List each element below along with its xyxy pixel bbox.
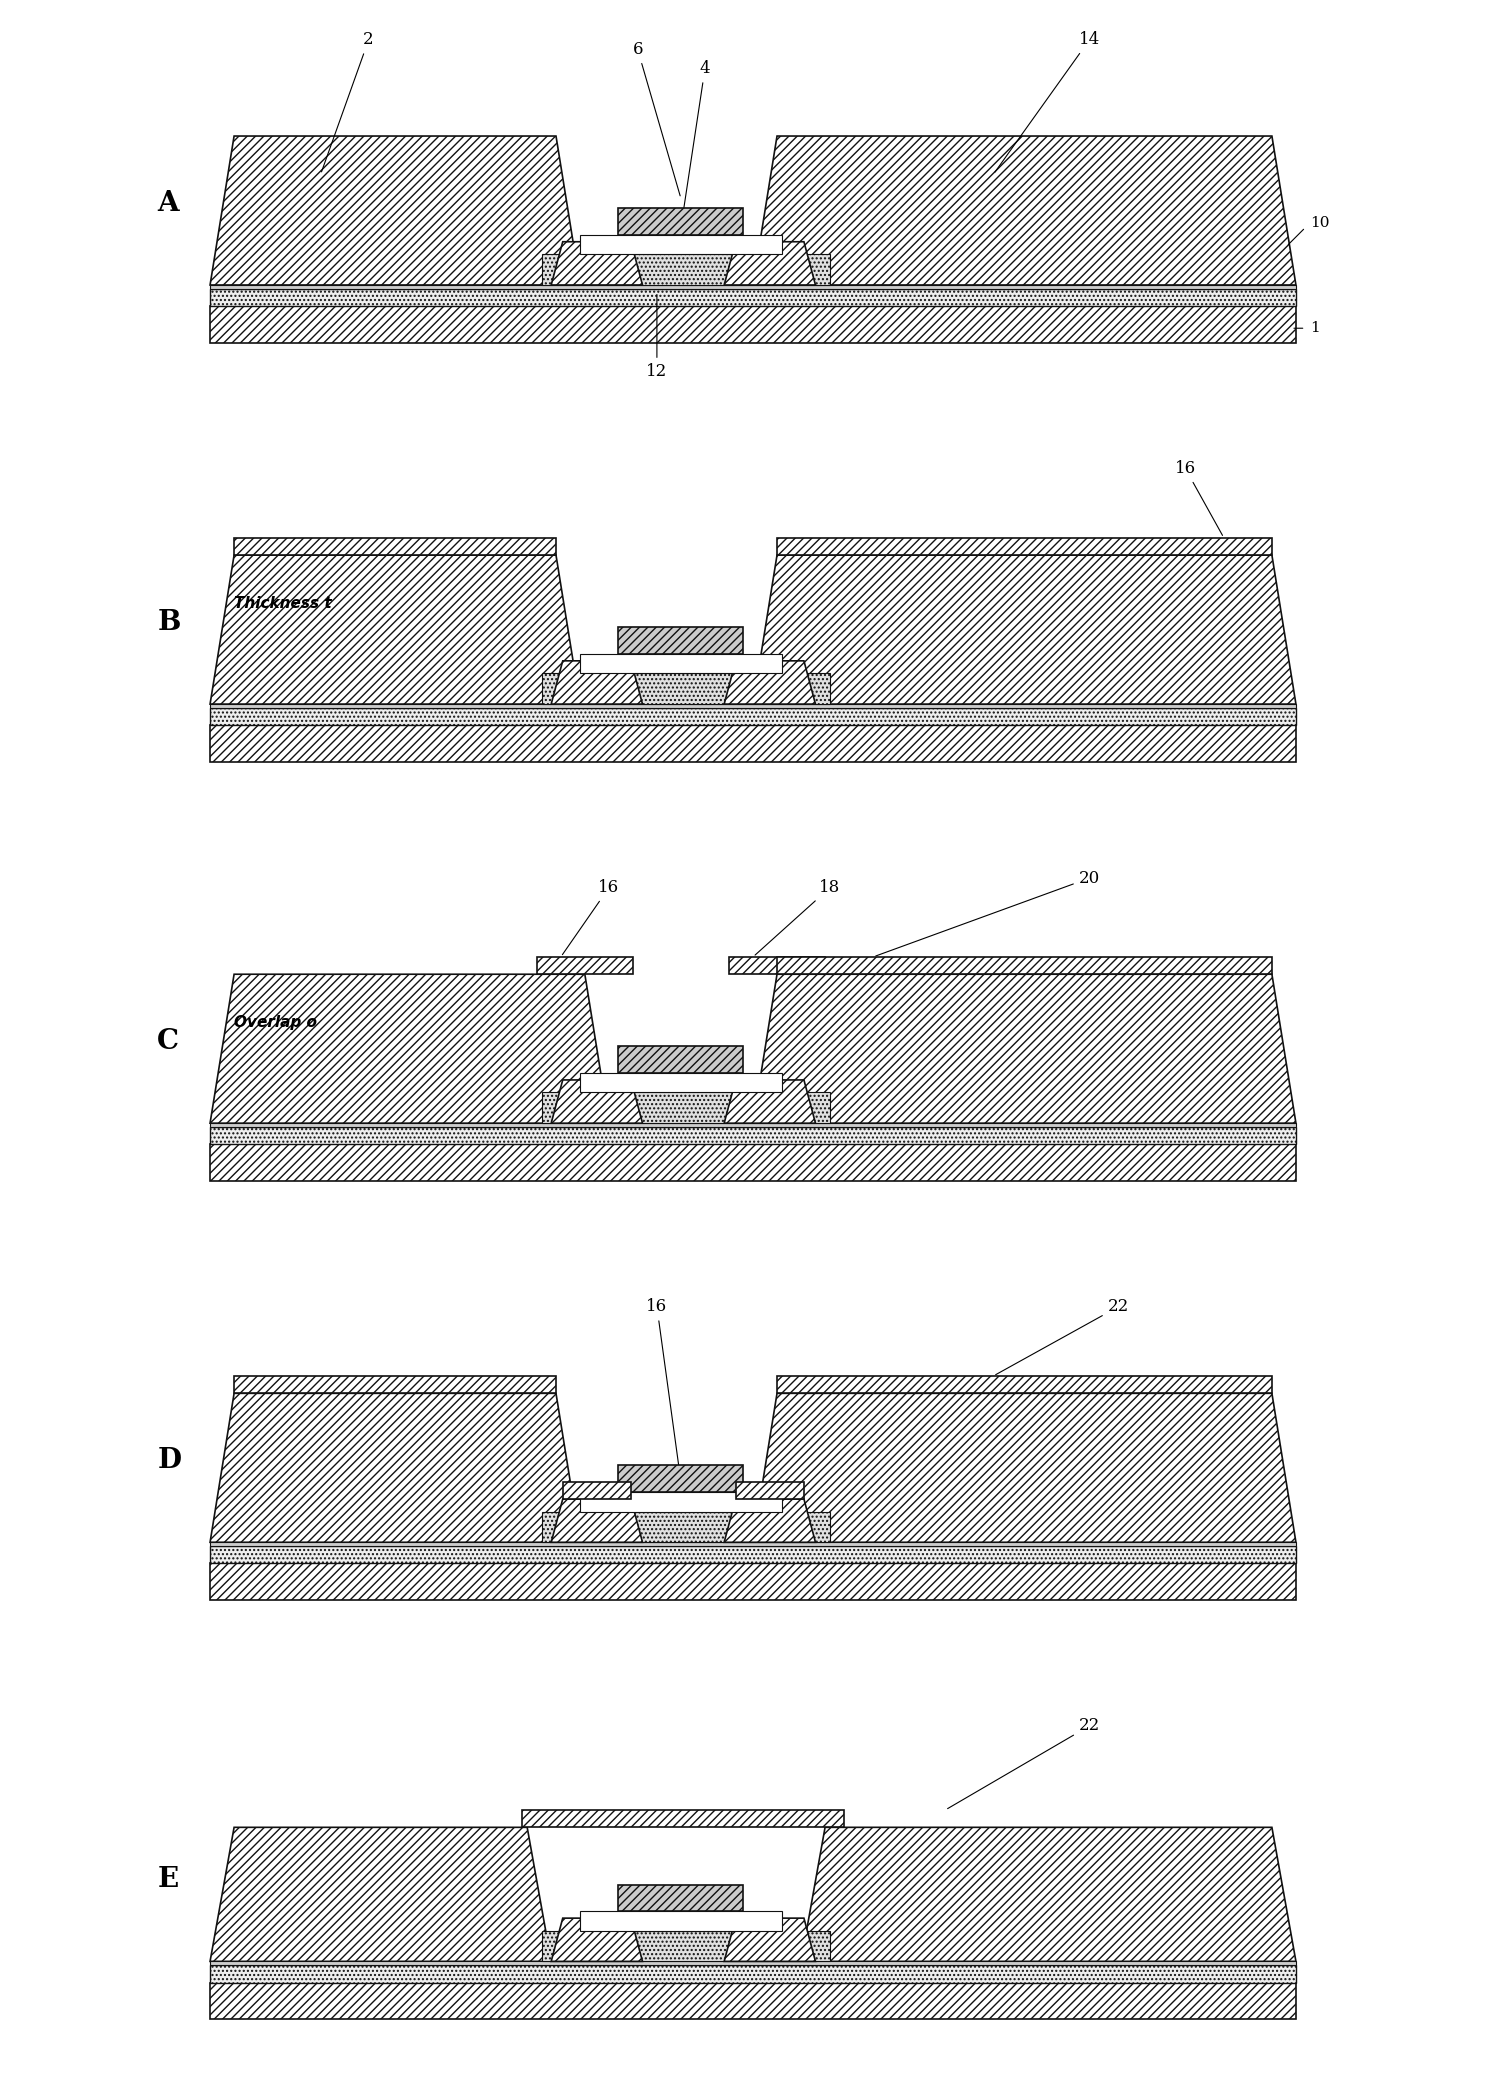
Polygon shape: [209, 1546, 1297, 1564]
Polygon shape: [233, 537, 556, 556]
Polygon shape: [551, 242, 643, 285]
Polygon shape: [209, 708, 1297, 725]
Polygon shape: [724, 660, 815, 704]
Polygon shape: [580, 235, 782, 254]
Polygon shape: [209, 1541, 1297, 1546]
Polygon shape: [777, 537, 1273, 556]
Polygon shape: [209, 1144, 1297, 1181]
Polygon shape: [619, 1885, 744, 1912]
Polygon shape: [209, 290, 1297, 306]
Polygon shape: [209, 285, 1297, 290]
Text: B: B: [157, 608, 181, 635]
Polygon shape: [619, 1046, 744, 1073]
Polygon shape: [209, 135, 580, 285]
Polygon shape: [551, 660, 643, 704]
Polygon shape: [542, 254, 830, 285]
Polygon shape: [542, 1512, 830, 1541]
Text: 18: 18: [755, 879, 840, 956]
Polygon shape: [209, 1127, 1297, 1144]
Text: A: A: [157, 190, 179, 217]
Polygon shape: [619, 208, 744, 235]
Polygon shape: [619, 1466, 744, 1491]
Text: 6: 6: [633, 42, 681, 196]
Polygon shape: [209, 1983, 1297, 2018]
Polygon shape: [209, 306, 1297, 342]
Polygon shape: [580, 654, 782, 673]
Polygon shape: [233, 1377, 556, 1394]
Text: 2: 2: [321, 31, 373, 173]
Polygon shape: [209, 975, 608, 1123]
Polygon shape: [753, 135, 1297, 285]
Polygon shape: [563, 1481, 631, 1500]
Polygon shape: [736, 1481, 804, 1500]
Polygon shape: [542, 673, 830, 704]
Polygon shape: [777, 1377, 1273, 1394]
Polygon shape: [209, 1962, 1297, 1964]
Polygon shape: [580, 1912, 782, 1931]
Polygon shape: [724, 1918, 815, 1962]
Polygon shape: [724, 1500, 815, 1541]
Polygon shape: [724, 242, 815, 285]
Polygon shape: [542, 1931, 830, 1962]
Polygon shape: [209, 704, 1297, 708]
Text: Thickness t: Thickness t: [233, 596, 331, 610]
Polygon shape: [209, 1564, 1297, 1600]
Text: 22: 22: [995, 1298, 1130, 1375]
Text: 16: 16: [562, 879, 619, 954]
Polygon shape: [209, 1394, 580, 1541]
Text: 16: 16: [646, 1298, 681, 1479]
Polygon shape: [580, 1491, 782, 1512]
Polygon shape: [209, 725, 1297, 762]
Polygon shape: [536, 956, 633, 975]
Polygon shape: [580, 1073, 782, 1091]
Text: 1: 1: [1310, 321, 1321, 335]
Polygon shape: [801, 1827, 1297, 1962]
Polygon shape: [209, 1827, 551, 1962]
Text: E: E: [157, 1866, 178, 1893]
Polygon shape: [523, 1810, 845, 1827]
Polygon shape: [551, 1500, 643, 1541]
Text: C: C: [157, 1029, 179, 1054]
Polygon shape: [209, 556, 580, 704]
Polygon shape: [753, 975, 1297, 1123]
Polygon shape: [729, 956, 825, 975]
Text: D: D: [157, 1448, 181, 1475]
Text: 20: 20: [875, 869, 1099, 956]
Text: 14: 14: [995, 31, 1099, 173]
Polygon shape: [542, 1091, 830, 1123]
Text: Overlap o: Overlap o: [233, 1014, 318, 1029]
Polygon shape: [551, 1918, 643, 1962]
Polygon shape: [619, 627, 744, 654]
Text: 22: 22: [947, 1718, 1099, 1808]
Text: 10: 10: [1310, 215, 1330, 229]
Polygon shape: [724, 1079, 815, 1123]
Polygon shape: [551, 1079, 643, 1123]
Text: 4: 4: [681, 60, 711, 225]
Polygon shape: [753, 556, 1297, 704]
Polygon shape: [209, 1123, 1297, 1127]
Text: 16: 16: [1175, 460, 1223, 535]
Polygon shape: [753, 1394, 1297, 1541]
Polygon shape: [777, 956, 1273, 975]
Polygon shape: [209, 1964, 1297, 1983]
Text: 12: 12: [646, 294, 667, 379]
